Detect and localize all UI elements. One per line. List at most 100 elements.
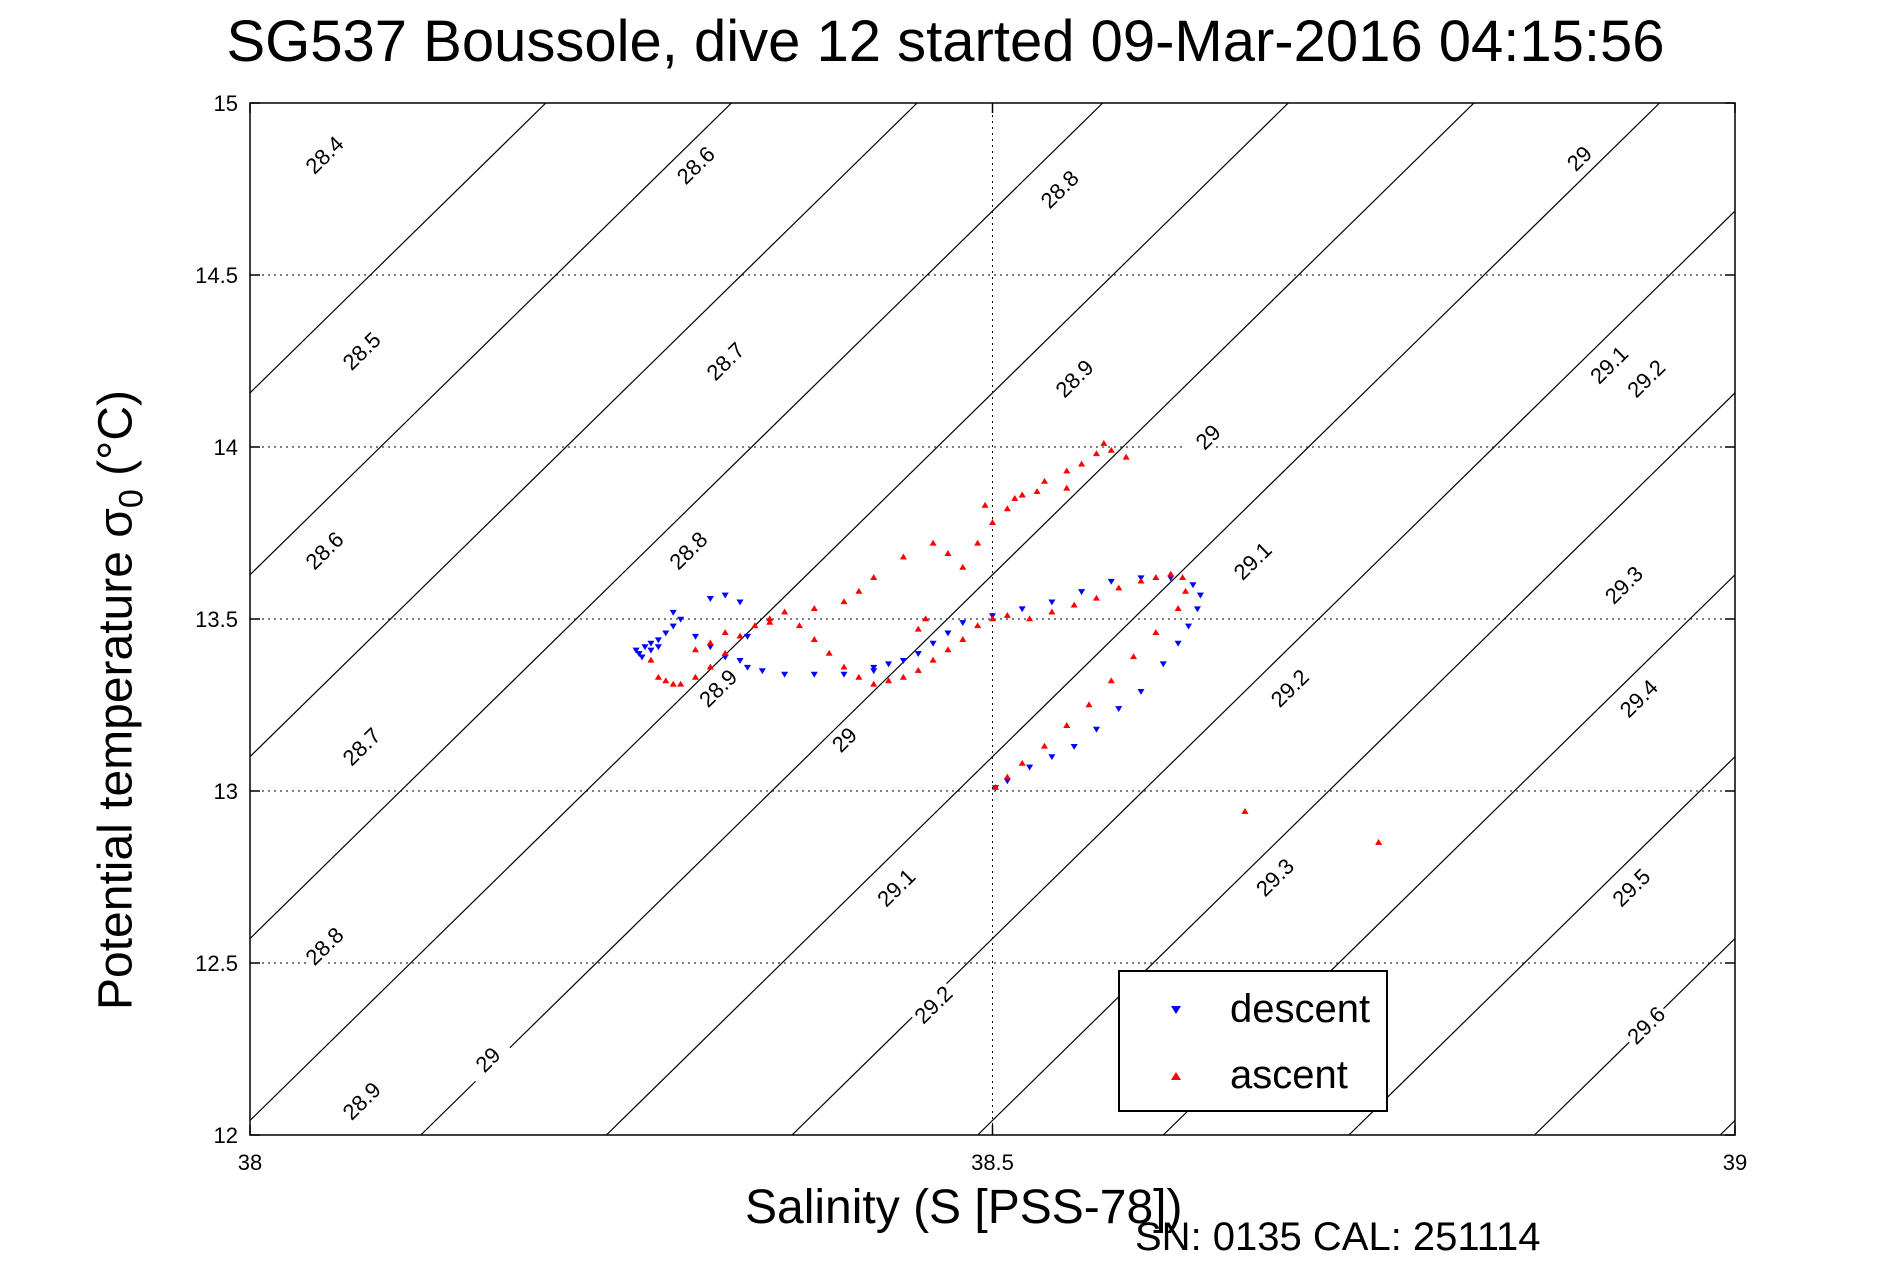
descent-point (1026, 764, 1034, 771)
ascent-point (1167, 570, 1175, 577)
descent-point (669, 609, 677, 616)
contour-label-bg (1619, 998, 1673, 1052)
y-tick-label: 15 (214, 91, 238, 116)
contour-label-bg (298, 128, 351, 181)
contour-label-bg (298, 919, 351, 972)
contour-label-bg (1552, 131, 1606, 185)
ascent-point (1152, 629, 1160, 636)
ascent-point (899, 673, 907, 680)
descent-point (959, 620, 967, 627)
contour-label-bg (1619, 352, 1673, 405)
descent-point (1193, 606, 1201, 613)
ascent-point (1063, 484, 1071, 491)
contour-label-bg (817, 713, 871, 766)
ascent-point (1003, 773, 1011, 780)
density-contour-line (1348, 755, 1735, 1135)
descent-point (929, 640, 937, 647)
descent-point (647, 640, 655, 647)
ascent-point (1085, 701, 1093, 708)
ascent-point (721, 649, 729, 656)
descent-point (736, 599, 744, 606)
ascent-point (781, 608, 789, 615)
contour-label-bg (461, 1033, 514, 1086)
ascent-point (1033, 488, 1041, 495)
y-tick-label: 12 (214, 1123, 238, 1148)
descent-point (1048, 599, 1056, 606)
descent-point (1137, 688, 1145, 695)
descent-point (677, 616, 685, 623)
contour-label-bg (1263, 661, 1316, 714)
ascent-point (988, 615, 997, 622)
descent-point (1092, 726, 1100, 733)
legend-item-ascent: ascent (1120, 1050, 1386, 1100)
ascent-point (691, 646, 700, 653)
ascent-point (899, 553, 907, 560)
density-contour-line (250, 103, 1104, 940)
contour-label-bg (1047, 352, 1101, 405)
contour-label-bg (1226, 534, 1279, 587)
grid-lines (250, 103, 1735, 1135)
density-contour-labels: 28.428.528.628.728.828.928.628.728.828.9… (298, 128, 1673, 1127)
descent-point (914, 651, 922, 657)
ascent-point (974, 539, 982, 546)
contour-label-bg (661, 524, 715, 577)
descent-point (691, 633, 700, 640)
contour-label-bg (1033, 162, 1086, 216)
ascent-point (1130, 653, 1138, 660)
ascent-point (959, 563, 967, 570)
descent-point (1107, 578, 1115, 585)
contour-label-bg (1181, 410, 1235, 463)
contour-label-bg (1597, 558, 1650, 611)
ascent-point (944, 550, 952, 556)
descent-point (1048, 754, 1056, 761)
ascent-point (1063, 467, 1071, 474)
descent-point (1078, 589, 1086, 596)
ascent-point (647, 656, 655, 663)
ascent-point (1375, 839, 1383, 845)
contour-label-bg (691, 661, 745, 714)
ascent-point (1026, 615, 1034, 622)
descent-point (632, 647, 640, 654)
ascent-point (1122, 453, 1130, 460)
series-ascent (647, 439, 1383, 845)
contour-label-bg (1582, 338, 1636, 391)
legend-label-ascent: ascent (1230, 1053, 1348, 1097)
ascent-point (810, 636, 818, 642)
descent-point (1196, 592, 1204, 599)
descent-point (721, 592, 729, 599)
descent-point (870, 664, 878, 671)
ascent-point (751, 622, 759, 629)
density-contour-line (1162, 573, 1735, 1135)
descent-point (743, 633, 752, 640)
ascent-point (944, 646, 952, 653)
x-axis-label: Salinity (S [PSS-78]) (745, 1181, 1183, 1234)
ascent-point (922, 615, 930, 622)
descent-point (758, 668, 766, 675)
descent-point (781, 671, 789, 678)
ascent-point (855, 587, 863, 594)
density-contour-line (250, 103, 1289, 1122)
ascent-point (840, 598, 848, 605)
ascent-point (669, 680, 677, 687)
ascent-point (810, 605, 818, 611)
descent-point (635, 651, 643, 657)
contour-label-bg (698, 334, 752, 388)
ascent-point (706, 663, 714, 670)
data-series (632, 439, 1383, 845)
ascent-point (870, 680, 878, 687)
ascent-point (795, 622, 803, 629)
y-axis-label-sub: 0 (112, 489, 151, 509)
descent-point (899, 657, 907, 664)
ascent-point (914, 625, 922, 632)
ascent-point (914, 667, 922, 673)
contour-label-bg (1612, 672, 1665, 725)
contour-label-bg (335, 720, 388, 773)
descent-point (736, 657, 744, 664)
descent-point (840, 671, 848, 678)
x-tick-label: 38 (238, 1150, 262, 1175)
y-tick-label: 14.5 (195, 263, 238, 288)
legend: descent ascent (1118, 970, 1388, 1112)
ascent-point (840, 663, 848, 670)
serial-calibration-footer: SN: 0135 CAL: 251114 (1135, 1215, 1541, 1259)
y-tick-label: 13.5 (195, 607, 238, 632)
